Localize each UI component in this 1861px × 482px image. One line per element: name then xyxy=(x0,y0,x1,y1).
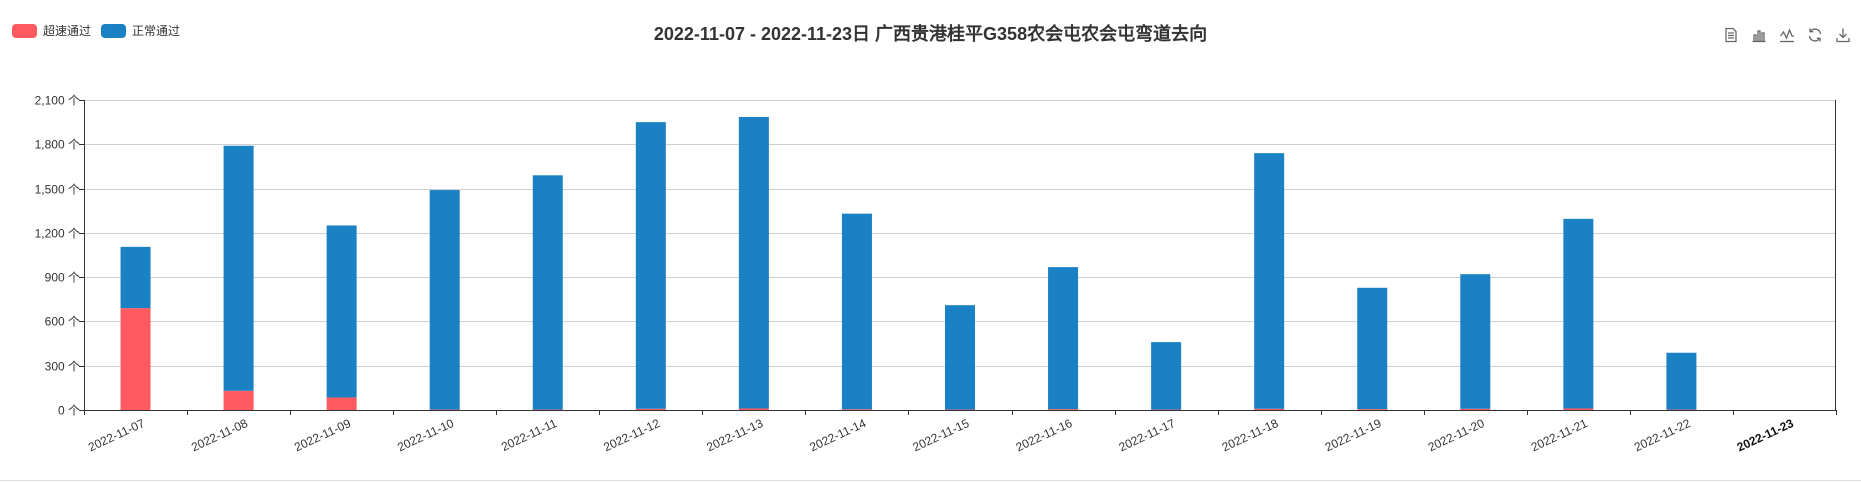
legend-label-normal: 正常通过 xyxy=(132,24,181,38)
legend-item-speeding[interactable]: 超速通过 xyxy=(12,22,91,39)
bar-normal xyxy=(223,145,254,391)
x-tick-label: 2022-11-19 xyxy=(1323,416,1384,454)
x-tick-label: 2022-11-11 xyxy=(499,416,559,454)
x-tick-label: 2022-11-20 xyxy=(1426,416,1487,454)
bar-speeding xyxy=(1357,409,1388,410)
x-tick-label: 2022-11-18 xyxy=(1220,416,1281,454)
bar-speeding xyxy=(120,308,151,410)
line-chart-icon[interactable] xyxy=(1777,25,1797,45)
legend-item-normal[interactable]: 正常通过 xyxy=(101,22,180,39)
toolbox xyxy=(1721,25,1853,45)
bar-normal xyxy=(635,122,666,409)
x-tick-label: 2022-11-16 xyxy=(1014,416,1075,454)
x-tick-label: 2022-11-22 xyxy=(1632,416,1693,454)
bar-speeding xyxy=(841,409,872,410)
bar-speeding xyxy=(1048,409,1079,410)
y-tick-label: 1,200 个 xyxy=(35,227,80,241)
y-tick-label: 0 个 xyxy=(58,404,80,418)
bar-speeding xyxy=(326,397,357,410)
y-tick-label: 1,500 个 xyxy=(35,183,80,197)
x-tick-label: 2022-11-23 xyxy=(1735,416,1796,454)
bar-normal xyxy=(945,305,975,410)
x-tick-label: 2022-11-07 xyxy=(86,416,147,454)
x-tick-label: 2022-11-21 xyxy=(1529,416,1590,454)
bar-speeding xyxy=(1563,408,1594,410)
x-tick-label: 2022-11-08 xyxy=(189,416,250,454)
y-tick-label: 1,800 个 xyxy=(35,138,80,152)
bar-normal xyxy=(1563,218,1594,409)
download-icon[interactable] xyxy=(1833,25,1853,45)
x-tick-label: 2022-11-13 xyxy=(704,416,765,454)
bar-normal xyxy=(738,116,769,409)
bar-normal xyxy=(841,213,872,410)
bar-normal xyxy=(1254,153,1285,409)
bar-normal xyxy=(326,225,357,398)
y-tick-label: 2,100 个 xyxy=(35,94,80,108)
bar-normal xyxy=(1151,342,1182,410)
x-tick-label: 2022-11-10 xyxy=(395,416,456,454)
chart-title: 2022-11-07 - 2022-11-23日 广西贵港桂平G358农会屯农会… xyxy=(653,24,1208,44)
data-view-icon[interactable] xyxy=(1721,25,1741,45)
legend-swatch-normal xyxy=(101,23,127,38)
bar-normal xyxy=(532,175,563,410)
bar-normal xyxy=(1048,267,1079,410)
bar-speeding xyxy=(738,408,769,410)
bar-normal xyxy=(1357,287,1388,410)
bar-normal xyxy=(1460,274,1491,409)
bottom-divider xyxy=(0,480,1861,481)
y-tick-label: 600 个 xyxy=(45,315,80,329)
y-tick-label: 300 个 xyxy=(45,360,80,374)
x-tick-label: 2022-11-09 xyxy=(292,416,353,454)
legend-label-speeding: 超速通过 xyxy=(43,24,92,38)
bar-speeding xyxy=(1254,408,1285,410)
bar-normal xyxy=(120,246,151,309)
bar-speeding xyxy=(635,408,666,410)
y-tick-label: 900 个 xyxy=(45,271,80,285)
legend-swatch-speeding xyxy=(12,23,37,38)
bar-normal xyxy=(429,190,460,410)
x-tick-label: 2022-11-17 xyxy=(1117,416,1178,454)
refresh-icon[interactable] xyxy=(1805,25,1825,45)
bar-speeding xyxy=(1460,408,1491,410)
bar-normal xyxy=(1666,352,1697,410)
legend: 超速通过 正常通过 xyxy=(12,22,180,39)
x-tick-label: 2022-11-12 xyxy=(601,416,662,454)
x-tick-label: 2022-11-14 xyxy=(807,416,868,454)
bar-chart-icon[interactable] xyxy=(1749,25,1769,45)
bar-speeding xyxy=(223,390,254,410)
x-tick-label: 2022-11-15 xyxy=(911,416,972,454)
